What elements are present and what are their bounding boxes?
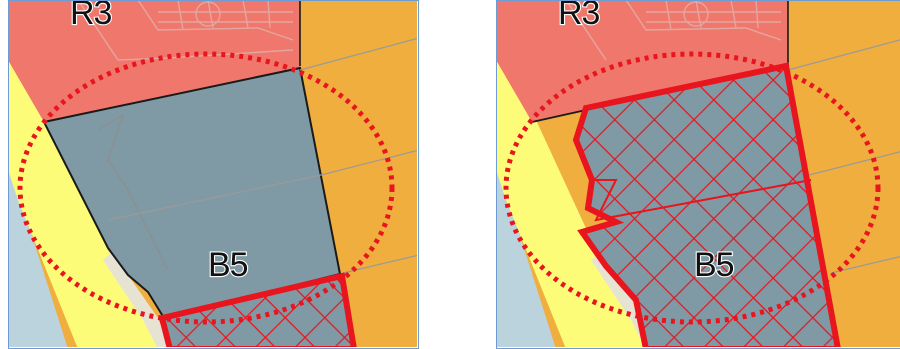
inner-parcel-line <box>592 179 812 222</box>
label-b5: B5 <box>208 246 248 284</box>
map-panel-left: R3 B5 <box>8 0 419 349</box>
emphasis-ellipse <box>503 51 881 325</box>
zoning-map-left: R3 B5 <box>8 0 417 347</box>
hatched-parcel-pattern <box>158 272 357 347</box>
hatched-parcel-pattern <box>572 62 841 347</box>
parcel-inner-line <box>97 113 169 271</box>
label-r3: R3 <box>70 0 112 32</box>
emphasis-ellipse <box>17 51 395 325</box>
road-strip <box>103 252 170 347</box>
zoning-map-right: R3 B5 <box>496 0 900 347</box>
label-r3: R3 <box>558 0 600 32</box>
label-b5: B5 <box>694 246 734 284</box>
yellow-strip <box>496 50 660 347</box>
parcel-lines <box>787 39 900 274</box>
parcel-lines <box>107 37 417 274</box>
residential-parcel-lines <box>565 0 782 61</box>
map-panel-right: R3 B5 <box>496 0 900 349</box>
residential-zone-r3 <box>496 0 788 122</box>
residential-parcel-lines <box>77 0 294 61</box>
